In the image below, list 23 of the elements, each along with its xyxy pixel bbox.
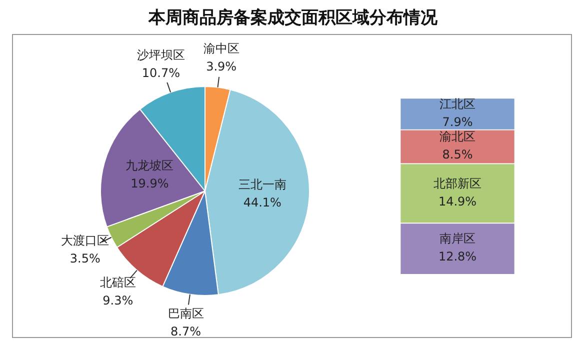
slice-label: 渝中区 [203, 41, 240, 56]
data-label: 3.5% [70, 251, 100, 266]
data-label: 9.3% [102, 294, 134, 308]
slice-label: 九龙坡区 [126, 158, 174, 173]
series-label: 渝北区 [440, 130, 476, 144]
slice-label: 大渡口区 [61, 233, 110, 248]
data-label: 7.9% [442, 114, 473, 129]
slice-label: 三北一南 [238, 177, 286, 192]
data-label: 8.7% [170, 324, 202, 338]
series-label: 江北区 [440, 96, 476, 111]
slice-label: 巴南区 [168, 306, 204, 320]
data-label: 44.1% [243, 195, 282, 210]
data-label: 10.7% [142, 66, 180, 80]
series-label: 南岸区 [440, 232, 476, 246]
data-label: 19.9% [130, 176, 169, 191]
data-label: 14.9% [438, 194, 477, 208]
data-label: 12.8% [438, 250, 477, 264]
data-label: 8.5% [442, 148, 473, 162]
data-label: 3.9% [206, 59, 237, 74]
slice-label: 沙坪坝区 [136, 48, 185, 62]
chart-title: 本周商品房备案成交面积区域分布情况 [147, 7, 438, 29]
series-label: 北部新区 [434, 176, 482, 190]
slice-label: 北碚区 [100, 276, 136, 290]
